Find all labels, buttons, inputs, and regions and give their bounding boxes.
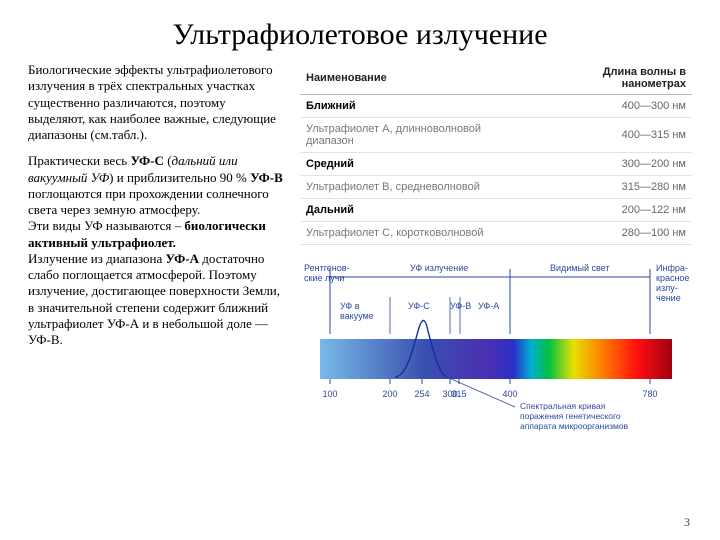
svg-text:излу-: излу-	[656, 283, 678, 293]
svg-text:400: 400	[502, 389, 517, 399]
svg-text:поражения генетического: поражения генетического	[520, 411, 621, 421]
svg-text:вакууме: вакууме	[340, 311, 374, 321]
para-2: Практически весь УФ-С (дальний или вакуу…	[28, 153, 286, 348]
svg-text:УФ излучение: УФ излучение	[410, 263, 468, 273]
svg-text:аппарата микроорганизмов: аппарата микроорганизмов	[520, 421, 629, 431]
svg-text:254: 254	[414, 389, 429, 399]
svg-text:200: 200	[382, 389, 397, 399]
svg-text:красное: красное	[656, 273, 689, 283]
svg-text:315: 315	[451, 389, 466, 399]
svg-text:УФ-B: УФ-B	[450, 301, 471, 311]
th-wavelength: Длина волны в нанометрах	[533, 62, 693, 95]
svg-text:ские лучи: ские лучи	[304, 273, 344, 283]
left-text: Биологические эффекты ультрафиолетового …	[28, 62, 286, 449]
page-number: 3	[684, 515, 690, 530]
svg-text:Видимый свет: Видимый свет	[550, 263, 610, 273]
content-columns: Биологические эффекты ультрафиолетового …	[28, 62, 692, 449]
th-name: Наименование	[300, 62, 533, 95]
table-row: Средний300—200 нм	[300, 153, 692, 176]
svg-text:УФ-A: УФ-A	[478, 301, 499, 311]
svg-text:чение: чение	[656, 293, 681, 303]
para-1: Биологические эффекты ультрафиолетового …	[28, 62, 286, 143]
spectrum-diagram: Рентгенов-ские лучи УФ излучение Видимый с…	[300, 259, 692, 449]
svg-text:100: 100	[322, 389, 337, 399]
svg-text:Спектральная кривая: Спектральная кривая	[520, 401, 606, 411]
svg-text:780: 780	[642, 389, 657, 399]
svg-text:Инфра-: Инфра-	[656, 263, 688, 273]
uv-table: Наименование Длина волны в нанометрах Бл…	[300, 62, 692, 245]
table-row: Ультрафиолет B, средневолновой315—280 нм	[300, 176, 692, 199]
right-column: Наименование Длина волны в нанометрах Бл…	[300, 62, 692, 449]
table-row: Ультрафиолет А, длинноволновой диапазон4…	[300, 118, 692, 153]
svg-text:УФ в: УФ в	[340, 301, 360, 311]
page-title: Ультрафиолетовое излучение	[28, 18, 692, 52]
svg-text:УФ-C: УФ-C	[408, 301, 430, 311]
table-row: Ультрафиолет C, коротковолновой280—100 н…	[300, 222, 692, 245]
table-row: Дальний200—122 нм	[300, 199, 692, 222]
table-row: Ближний400—300 нм	[300, 95, 692, 118]
svg-text:Рентгенов-: Рентгенов-	[304, 263, 350, 273]
